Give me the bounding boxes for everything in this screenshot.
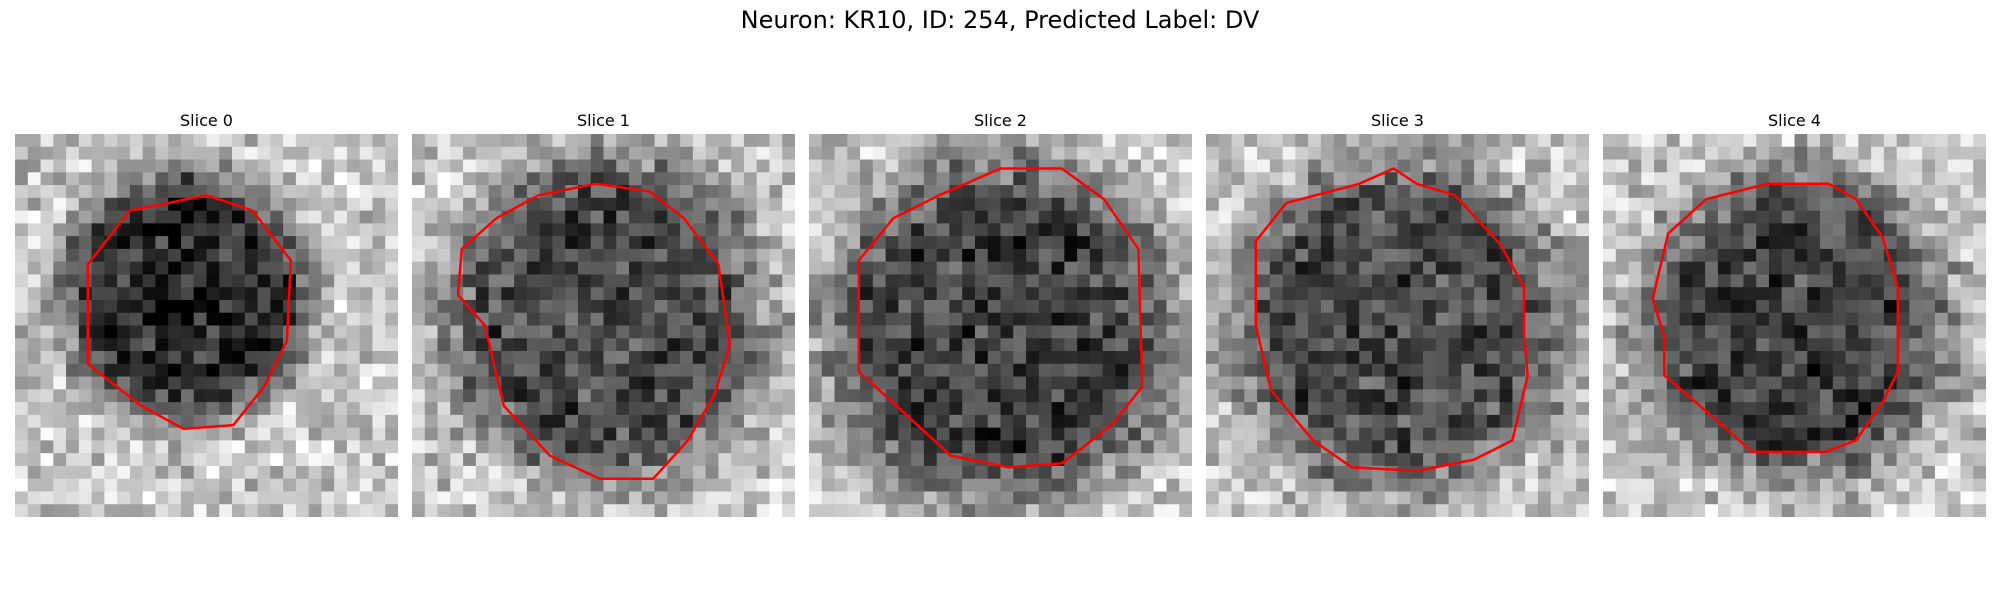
slice-title: Slice 4 [1768,111,1821,130]
contour-outline [1651,182,1900,454]
slice-image-4 [1603,134,1986,517]
slice-title: Slice 3 [1371,111,1424,130]
contour-outline [1254,167,1529,473]
slice-panel-2: Slice 2 [809,110,1192,517]
figure-title: Neuron: KR10, ID: 254, Predicted Label: … [740,6,1260,34]
slice-title: Slice 2 [974,111,1027,130]
slice-image-3 [1206,134,1589,517]
contour-outline [857,167,1144,469]
slice-panel-0: Slice 0 [15,110,398,517]
contour-outline [456,182,732,480]
slice-image-2 [809,134,1192,517]
slice-panel-3: Slice 3 [1206,110,1589,517]
slice-image-0 [15,134,398,517]
slice-title: Slice 0 [180,111,233,130]
slice-image-1 [412,134,795,517]
slice-panel-1: Slice 1 [412,110,795,517]
contour-outline [86,194,293,431]
slice-panel-4: Slice 4 [1603,110,1986,517]
slice-title: Slice 1 [577,111,630,130]
